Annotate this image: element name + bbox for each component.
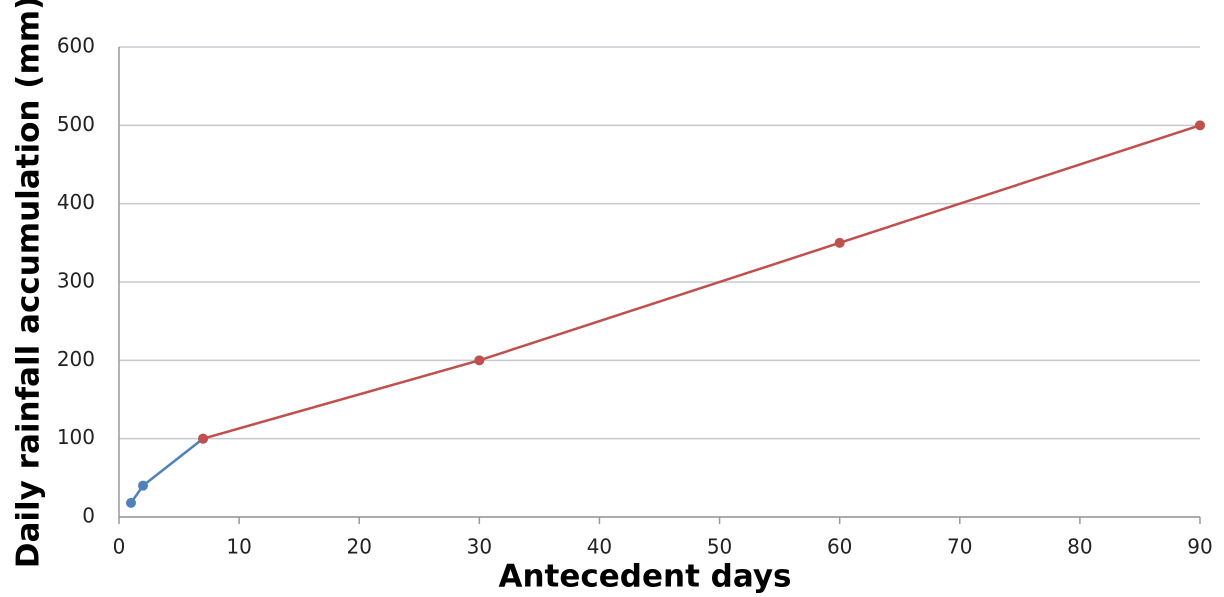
x-tick-label: 10 (226, 535, 251, 559)
x-axis-title: Antecedent days (498, 559, 791, 595)
data-point (1195, 120, 1205, 131)
x-tick-label: 30 (467, 535, 492, 559)
x-tick-label: 20 (346, 535, 371, 559)
x-tick-label: 90 (1187, 535, 1212, 559)
data-point (126, 497, 137, 508)
data-point (198, 433, 209, 444)
y-tick-label: 500 (57, 112, 95, 136)
data-point (138, 480, 149, 491)
y-tick-label: 200 (57, 347, 95, 371)
x-tick-label: 50 (707, 535, 732, 559)
y-tick-label: 400 (57, 190, 95, 214)
data-point (834, 237, 845, 248)
x-tick-label: 70 (947, 535, 972, 559)
y-axis-title: Daily rainfall accumulation (mm) (11, 0, 47, 568)
x-tick-label: 60 (827, 535, 852, 559)
y-tick-label: 100 (57, 425, 95, 449)
series-line (202, 124, 1201, 440)
x-tick-label: 0 (113, 535, 126, 559)
x-tick-label: 40 (587, 535, 612, 559)
series-line (129, 437, 204, 504)
data-point (474, 355, 485, 366)
x-tick-label: 80 (1067, 535, 1092, 559)
y-tick-label: 0 (82, 504, 95, 528)
y-tick-label: 600 (57, 34, 95, 58)
y-tick-label: 300 (57, 269, 95, 293)
